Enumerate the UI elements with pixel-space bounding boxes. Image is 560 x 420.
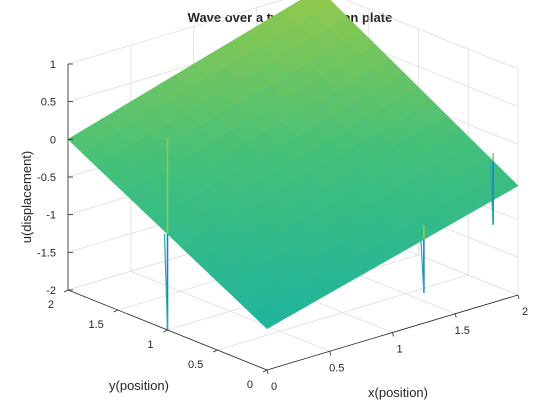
- z-tick-label: -0.5: [37, 172, 56, 184]
- x-axis-label: x(position): [368, 385, 428, 400]
- x-tick-mark: [266, 369, 269, 375]
- x-tick-mark: [454, 313, 457, 318]
- y-tick-mark: [262, 369, 268, 373]
- surface-plot: [67, 0, 519, 331]
- y-axis-label: y(position): [109, 378, 169, 393]
- y-tick-mark: [113, 309, 118, 313]
- x-tick-mark: [392, 332, 394, 337]
- y-tick-mark: [163, 329, 168, 333]
- grid-line-y: [217, 49, 469, 351]
- x-tick-label: 1.5: [455, 325, 470, 337]
- y-tick-label: 0: [247, 379, 253, 391]
- z-tick-label: -2: [46, 285, 56, 297]
- z-tick-label: -1: [46, 210, 56, 222]
- axes-frame: [63, 63, 520, 375]
- x-tick-label: 0.5: [329, 362, 344, 374]
- surface-spike-shade: [489, 161, 494, 225]
- y-tick-mark: [213, 349, 218, 353]
- y-tick-label: 1.5: [88, 319, 103, 331]
- surface-spike-shade: [420, 239, 425, 294]
- y-tick-label: 1: [147, 339, 153, 351]
- z-tick-label: -1.5: [37, 247, 56, 259]
- x-tick-mark: [517, 294, 520, 300]
- y-tick-mark: [63, 289, 69, 293]
- x-tick-mark: [329, 351, 332, 356]
- z-tick-label: 0.5: [41, 97, 56, 109]
- z-tick-label: 1: [50, 59, 56, 71]
- surface-spike-shade: [163, 233, 169, 331]
- tick-labels: 0 0.5 1 1.5 2 0 0.5 1 1.5 2 1 0.5 0 -0.5 -1 -1.5 -2: [37, 59, 528, 393]
- x-tick-label: 0: [271, 381, 277, 393]
- y-tick-label: 0.5: [188, 359, 203, 371]
- z-axis-label: u(displacement): [19, 151, 34, 244]
- x-tick-label: 2: [522, 306, 528, 318]
- x-tick-label: 1: [396, 344, 402, 356]
- z-tick-label: 0: [50, 134, 56, 146]
- y-tick-label: 2: [48, 299, 54, 311]
- grid-line-z: [67, 0, 519, 70]
